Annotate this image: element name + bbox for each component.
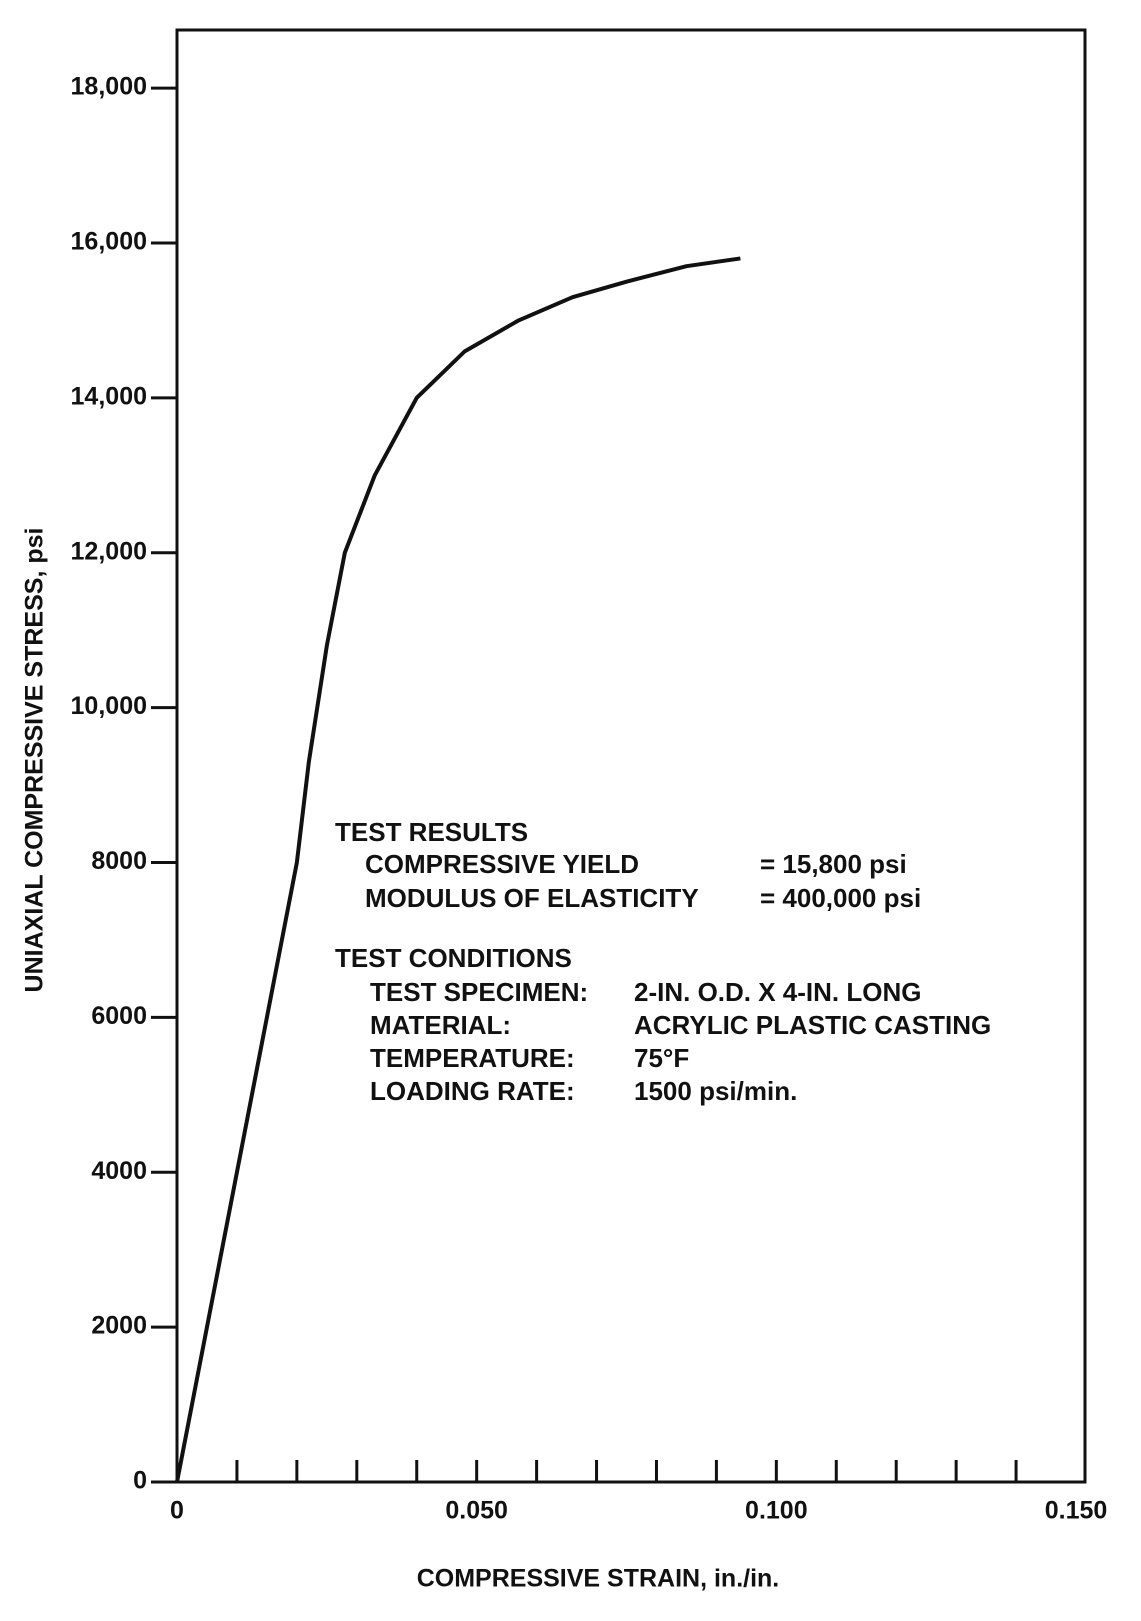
stress-strain-curve [175, 256, 741, 1483]
y-tick-label: 10,000 [71, 692, 147, 720]
annotation-heading: TEST RESULTS [335, 817, 528, 847]
annotation-value: = 400,000 psi [760, 883, 921, 913]
y-tick-label: 12,000 [71, 537, 147, 565]
x-tick-label: 0.150 [1045, 1497, 1108, 1525]
y-tick-label: 14,000 [71, 382, 147, 410]
annotation-label: TEST SPECIMEN: [370, 977, 588, 1007]
y-tick-label: 0 [133, 1467, 147, 1495]
annotation-label: LOADING RATE: [370, 1076, 575, 1106]
annotation-value: ACRYLIC PLASTIC CASTING [634, 1010, 991, 1040]
plot-frame [175, 28, 1087, 1484]
annotation-value: = 15,800 psi [760, 849, 907, 879]
annotation-value: 1500 psi/min. [634, 1076, 797, 1106]
annotation-label: MATERIAL: [370, 1010, 511, 1040]
y-axis-label: UNIAXIAL COMPRESSIVE STRESS, psi [21, 528, 49, 993]
x-tick-label: 0.050 [445, 1497, 508, 1525]
annotation-label: MODULUS OF ELASTICITY [365, 883, 699, 913]
annotation-value: 75°F [634, 1043, 689, 1073]
annotation-value: 2-IN. O.D. X 4-IN. LONG [634, 977, 921, 1007]
x-tick-label: 0.100 [745, 1497, 808, 1525]
y-tick-label: 4000 [91, 1157, 147, 1185]
y-tick-label: 2000 [91, 1312, 147, 1340]
y-tick-label: 8000 [91, 847, 147, 875]
x-axis-label: COMPRESSIVE STRAIN, in./in. [417, 1565, 780, 1593]
y-tick-label: 16,000 [71, 228, 147, 256]
annotation-label: COMPRESSIVE YIELD [365, 849, 639, 879]
y-tick-label: 18,000 [71, 73, 147, 101]
y-tick-label: 6000 [91, 1002, 147, 1030]
annotation-heading: TEST CONDITIONS [335, 943, 572, 973]
x-tick-label: 0 [170, 1497, 184, 1525]
annotation-label: TEMPERATURE: [370, 1043, 575, 1073]
